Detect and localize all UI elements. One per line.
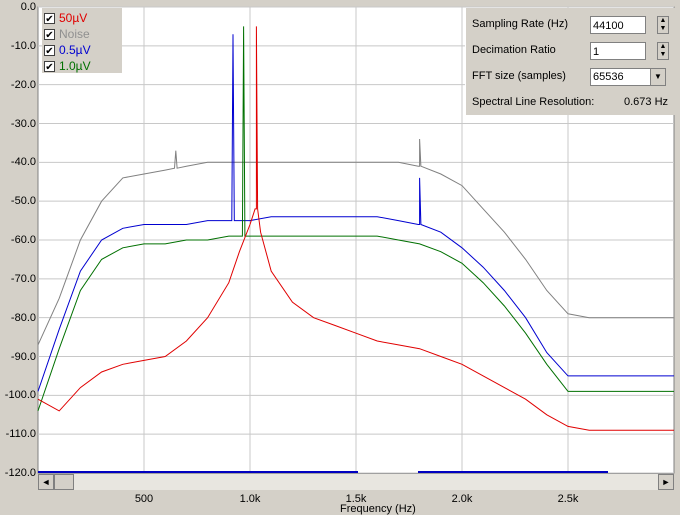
series-line-3 [37, 26, 674, 431]
legend-label: Noise [59, 27, 90, 41]
fft-size-dropdown[interactable]: 65536 ▼ [590, 68, 666, 86]
y-tick-label: -110.0 [5, 428, 36, 441]
y-tick-label: -120.0 [4, 467, 36, 479]
sampling-rate-spinner[interactable]: ▲ ▼ [657, 16, 669, 34]
series-line-0 [37, 138, 674, 346]
fft-size-value: 65536 [593, 71, 624, 83]
legend: ✔ 50µV ✔ Noise ✔ 0.5µV ✔ 1.0µV [42, 8, 122, 73]
x-tick-label: 1.5k [345, 493, 367, 505]
legend-label: 1.0µV [59, 59, 91, 73]
x-tick-label: 2.0k [451, 493, 473, 505]
series-line-2 [37, 26, 674, 412]
horizontal-scrollbar[interactable]: ◄ ► [38, 473, 674, 490]
decimation-spinner[interactable]: ▲ ▼ [657, 42, 669, 60]
legend-item-0-5uv[interactable]: ✔ 0.5µV [44, 42, 91, 58]
checkbox[interactable]: ✔ [44, 28, 55, 41]
y-tick-label: -90.0 [10, 350, 36, 363]
y-tick-label: -20.0 [10, 78, 36, 91]
settings-panel: Sampling Rate (Hz) 44100 ▲ ▼ Decimation R… [465, 8, 676, 115]
x-tick-label: 500 [134, 493, 154, 505]
y-tick-label: -40.0 [10, 156, 36, 169]
resolution-label: Spectral Line Resolution: [472, 96, 595, 108]
series-layer [37, 26, 674, 431]
decimation-label: Decimation Ratio [472, 44, 556, 56]
resolution-value: 0.673 Hz [624, 96, 669, 108]
scroll-right-button[interactable]: ► [658, 474, 674, 490]
decimation-input[interactable]: 1 [590, 42, 646, 60]
y-tick-label: -80.0 [10, 311, 36, 324]
x-tick-label: 2.5k [557, 493, 579, 505]
checkbox[interactable]: ✔ [44, 44, 55, 57]
y-tick-label: -50.0 [10, 195, 36, 208]
y-tick-label: -70.0 [10, 272, 36, 285]
y-tick-label: -30.0 [10, 117, 36, 130]
x-axis-label: Frequency (Hz) [340, 503, 416, 515]
series-line-1 [37, 34, 674, 392]
legend-item-1-0uv[interactable]: ✔ 1.0µV [44, 58, 91, 74]
scroll-left-button[interactable]: ◄ [38, 474, 54, 490]
chevron-down-icon[interactable]: ▼ [650, 69, 665, 85]
legend-item-noise[interactable]: ✔ Noise [44, 26, 90, 42]
x-tick-label: 1.0k [239, 493, 261, 505]
y-tick-label: 0.0 [20, 1, 36, 13]
y-tick-label: -10.0 [10, 39, 36, 52]
legend-label: 0.5µV [59, 43, 91, 57]
fft-size-label: FFT size (samples) [472, 70, 566, 82]
legend-item-50uv[interactable]: ✔ 50µV [44, 10, 87, 26]
grid-lines [38, 6, 674, 474]
checkbox[interactable]: ✔ [44, 60, 55, 73]
sampling-rate-label: Sampling Rate (Hz) [472, 18, 568, 30]
scroll-thumb[interactable] [54, 474, 74, 490]
legend-label: 50µV [59, 11, 88, 25]
y-tick-label: -60.0 [10, 234, 36, 246]
y-tick-label: -100.0 [4, 389, 36, 402]
sampling-rate-input[interactable]: 44100 [590, 16, 646, 34]
checkbox[interactable]: ✔ [44, 12, 55, 25]
